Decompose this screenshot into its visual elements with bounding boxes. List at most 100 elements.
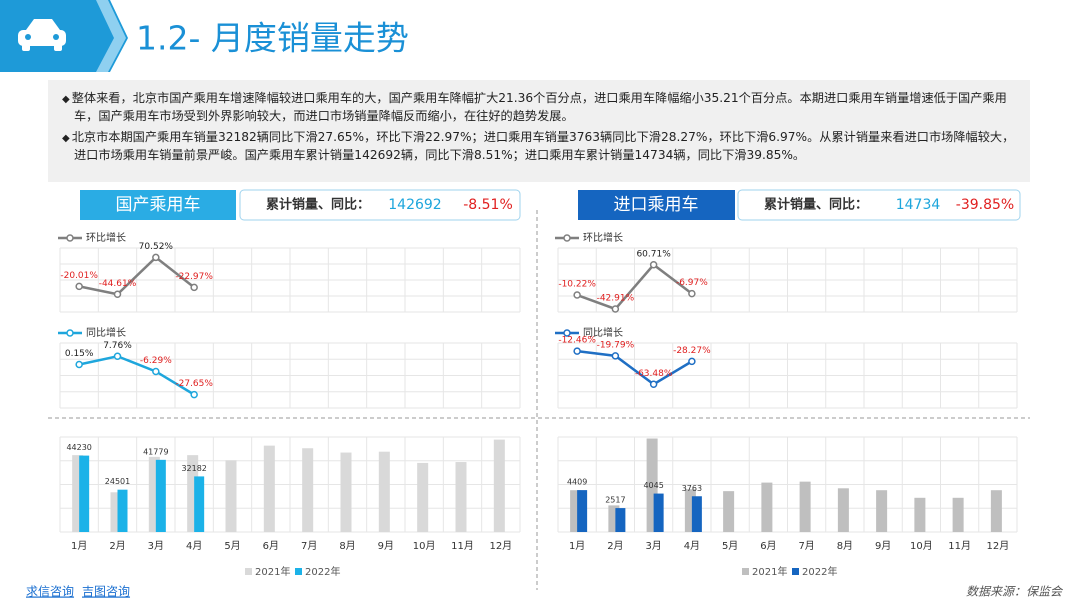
- bar: [914, 497, 926, 532]
- bar: [653, 493, 664, 532]
- data-label: -10.22%: [558, 280, 596, 290]
- bar: [990, 490, 1002, 532]
- x-tick-label: 4月: [186, 540, 202, 552]
- x-tick-label: 9月: [378, 540, 394, 552]
- x-tick-label: 9月: [875, 540, 891, 552]
- data-label: -28.27%: [673, 346, 711, 356]
- legend-marker: [66, 329, 74, 337]
- point: [113, 290, 122, 299]
- bar: [340, 452, 352, 532]
- bar: [646, 438, 658, 532]
- legend-marker: [66, 234, 74, 242]
- data-label: 0.15%: [65, 349, 94, 359]
- legend-swatch: [295, 568, 302, 575]
- point: [152, 367, 160, 376]
- x-tick-label: 8月: [339, 540, 355, 552]
- data-label: 2517: [605, 496, 625, 505]
- footer-link[interactable]: 吉图咨询: [82, 584, 130, 599]
- point: [688, 289, 696, 298]
- data-label: 4045: [643, 481, 663, 490]
- bar: [72, 455, 84, 532]
- x-tick-label: 7月: [301, 540, 317, 552]
- data-label: 70.52%: [139, 242, 174, 252]
- data-label: 41779: [143, 447, 168, 456]
- x-tick-label: 7月: [798, 540, 814, 552]
- tab: [578, 190, 735, 220]
- x-tick-label: 10月: [413, 540, 436, 552]
- legend-marker: [563, 329, 571, 337]
- bar: [570, 490, 582, 532]
- bar: [684, 489, 696, 532]
- footer-link[interactable]: 求信咨询: [26, 584, 74, 599]
- line-series: [576, 349, 693, 386]
- bar: [577, 490, 588, 532]
- x-tick-label: 6月: [263, 540, 279, 552]
- bar: [837, 488, 849, 532]
- x-tick-label: 6月: [760, 540, 776, 552]
- point: [611, 352, 620, 360]
- summary-box: [737, 189, 1021, 221]
- legend-marker: [563, 234, 571, 242]
- point: [688, 357, 696, 366]
- bar: [110, 492, 122, 532]
- bar: [187, 455, 199, 532]
- data-label: -63.48%: [635, 369, 673, 379]
- data-label: -12.46%: [558, 336, 596, 346]
- bar: [79, 455, 90, 532]
- x-tick-label: 2月: [109, 540, 125, 552]
- bar: [225, 460, 237, 532]
- bar: [417, 462, 429, 532]
- point: [75, 360, 83, 369]
- tab-label: 国产乘用车: [116, 195, 201, 215]
- data-label: -22.97%: [175, 272, 213, 282]
- legend-label: 环比增长: [583, 231, 623, 244]
- x-tick-label: 2月: [607, 540, 623, 552]
- title: 1.2- 月度销量走势: [136, 19, 409, 58]
- legend-swatch: [742, 568, 749, 575]
- line-series: [78, 255, 195, 296]
- summary-label: 累计销量、同比：: [764, 197, 868, 213]
- summary-total: 142692: [388, 197, 441, 213]
- legend-label: 同比增长: [583, 326, 623, 339]
- x-tick-label: 4月: [684, 540, 700, 552]
- point: [152, 253, 160, 262]
- point: [113, 352, 122, 361]
- legend-label: 2022年: [305, 565, 340, 578]
- bar: [302, 448, 314, 532]
- x-tick-label: 3月: [645, 540, 661, 552]
- point: [573, 291, 581, 299]
- line-series: [78, 354, 195, 396]
- x-tick-label: 5月: [722, 540, 738, 552]
- bar: [378, 451, 390, 532]
- x-tick-label: 11月: [948, 540, 971, 552]
- bullet: 北京市本期国产乘用车销量32182辆同比下滑27.65%，环比下滑22.97%；…: [62, 129, 1016, 164]
- bar: [155, 459, 166, 532]
- point: [649, 261, 658, 269]
- point: [190, 283, 198, 292]
- source: 数据来源：保监会: [966, 585, 1064, 599]
- bar: [876, 490, 888, 532]
- summary-box: [239, 189, 521, 221]
- line-series: [576, 263, 693, 311]
- data-label: -27.65%: [175, 379, 213, 389]
- header-chevron: [96, 0, 126, 72]
- bullet: 整体来看，北京市国产乘用车增速降幅较进口乘用车的大，国产乘用车降幅扩大21.36…: [62, 90, 1016, 125]
- x-tick-label: 12月: [489, 540, 512, 552]
- legend-label: 2022年: [802, 565, 837, 578]
- data-label: -44.61%: [99, 279, 137, 289]
- summary-yoy: -8.51%: [463, 197, 513, 213]
- x-tick-label: 11月: [451, 540, 474, 552]
- x-tick-label: 3月: [148, 540, 164, 552]
- data-label: -42.91%: [597, 293, 635, 303]
- bar: [148, 456, 160, 532]
- bar: [608, 505, 620, 532]
- bar: [761, 482, 773, 532]
- data-label: 44230: [66, 443, 91, 452]
- point: [573, 347, 581, 355]
- point: [649, 380, 658, 389]
- bar: [723, 491, 735, 532]
- data-label: 24501: [105, 477, 130, 486]
- bar: [799, 481, 811, 532]
